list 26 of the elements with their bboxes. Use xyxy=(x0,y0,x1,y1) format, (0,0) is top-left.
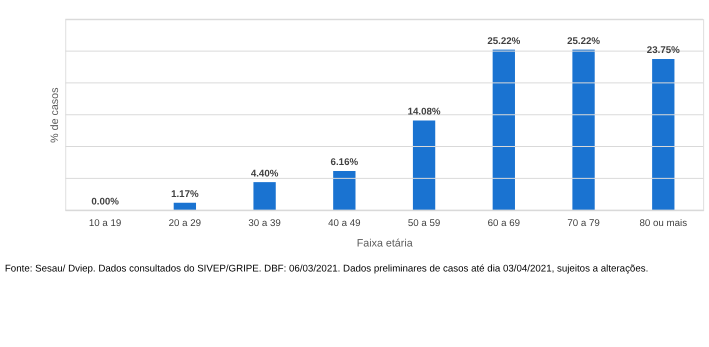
data-label: 6.16% xyxy=(330,157,358,168)
data-label: 4.40% xyxy=(250,168,279,180)
bar xyxy=(652,59,674,210)
data-label: 14.08% xyxy=(408,106,441,118)
data-label: 25.22% xyxy=(567,36,600,47)
x-tick-label: 60 a 69 xyxy=(488,218,520,230)
bar xyxy=(412,120,436,210)
bar xyxy=(572,50,595,210)
data-label: 1.17% xyxy=(171,188,199,200)
x-tick-label: 80 ou mais xyxy=(640,218,688,230)
bar xyxy=(174,202,196,210)
x-tick-label: 30 a 39 xyxy=(248,218,281,230)
data-label: 23.75% xyxy=(646,45,680,56)
x-tick-label: 20 a 29 xyxy=(168,218,202,230)
bar xyxy=(492,50,515,210)
x-axis-title: Faixa etária xyxy=(356,238,413,250)
x-tick-label: 40 a 49 xyxy=(328,218,361,230)
data-label: 0.00% xyxy=(91,196,120,208)
x-tick-label: 50 a 59 xyxy=(408,218,440,230)
bar xyxy=(333,170,356,210)
data-label: 25.22% xyxy=(487,36,521,47)
source-note: Fonte: Sesau/ Dviep. Dados consultados do SIVEP/GRIPE. DBF: 06/03/2021. Dados preliminares de casos até dia 03/04/2021, sujeitos a alterações. xyxy=(4,264,648,275)
x-tick-label: 10 a 19 xyxy=(88,218,122,230)
bar xyxy=(253,182,276,210)
x-tick-label: 70 a 79 xyxy=(567,218,600,230)
y-axis-title: % de casos xyxy=(48,88,61,143)
